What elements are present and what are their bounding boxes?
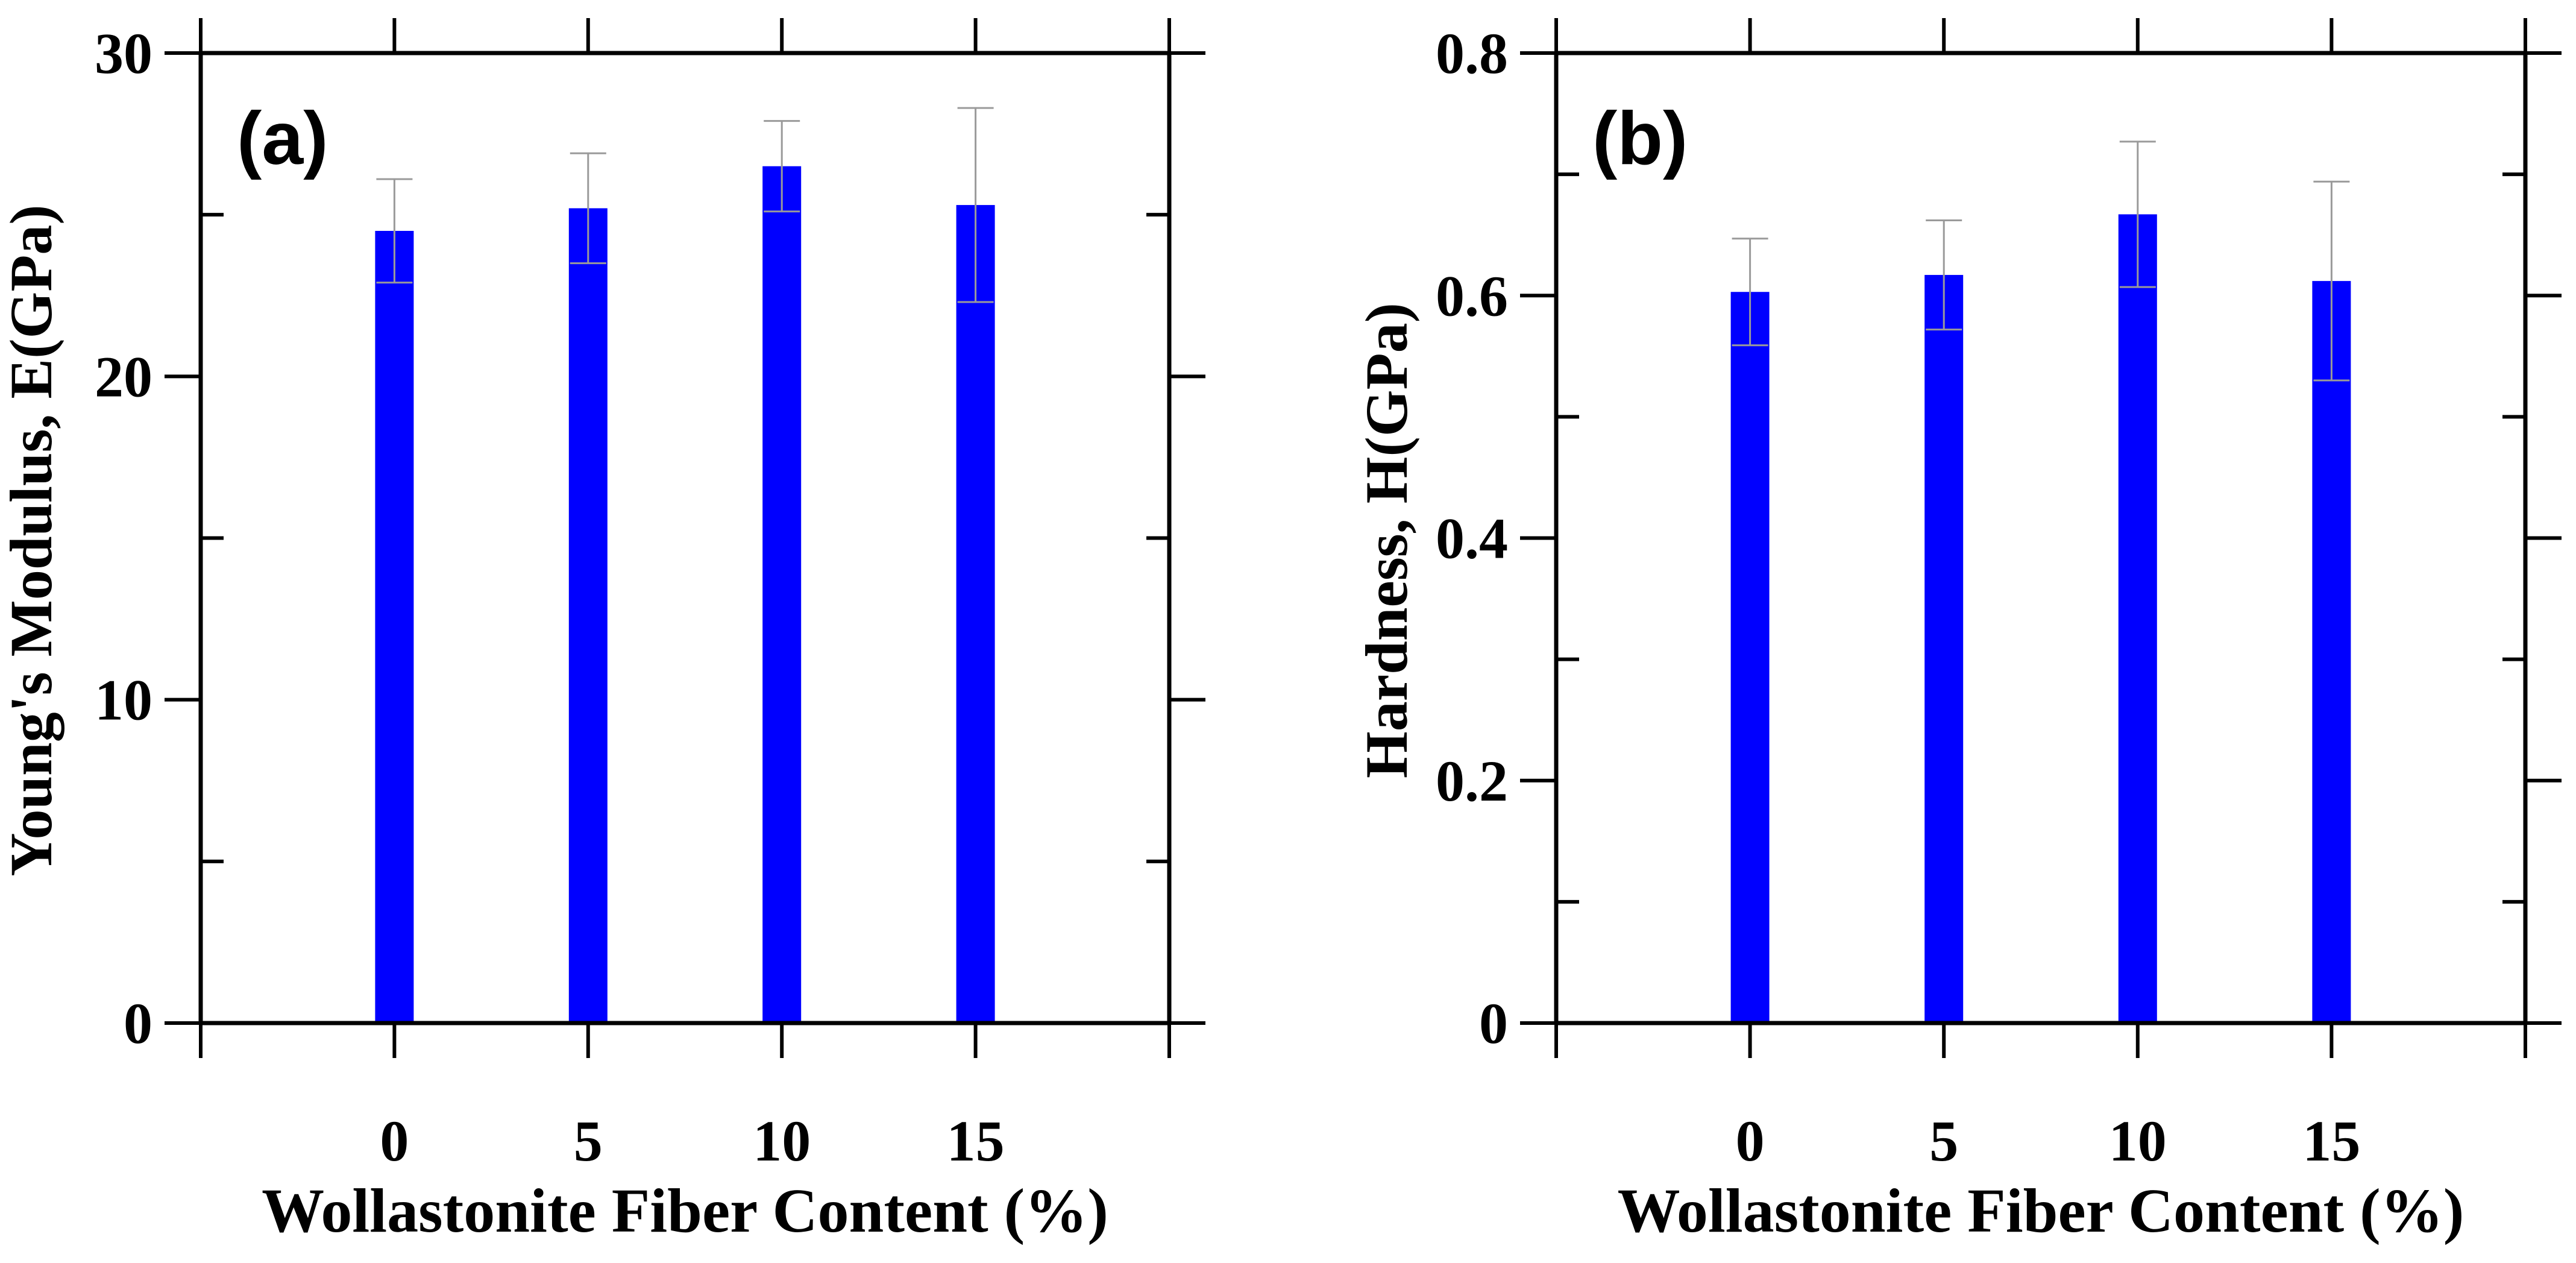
panel-a-bar-5 [568, 208, 608, 1024]
panel-b-y-tick-label: 0 [1479, 991, 1508, 1056]
panel-b-x-tick-label: 5 [1929, 1109, 1958, 1173]
panel-b-y-axis-title: Hardness, H(GPa) [1353, 303, 1420, 778]
panel-a-y-tick-label: 0 [124, 991, 152, 1056]
panel-b-error-bar-10 [2119, 140, 2156, 288]
panel-a-y-tick-label: 10 [95, 668, 152, 732]
panel-a-x-tick-label: 5 [574, 1109, 603, 1173]
panel-a-x-axis-title: Wollastonite Fiber Content (%) [262, 1176, 1108, 1246]
panel-a-x-tick-label: 10 [753, 1109, 811, 1173]
panel-b-bar-15 [2312, 281, 2351, 1023]
panel-b-x-tick-label: 15 [2302, 1109, 2360, 1173]
panel-b-y-tick-label: 0.8 [1436, 21, 1508, 86]
panel-a-y-axis-title: Young's Modulus, E(GPa) [0, 204, 64, 876]
panel-b-x-tick-label: 0 [1736, 1109, 1765, 1173]
panel-a-panel-label: (a) [237, 97, 328, 180]
panel-a-error-bar-15 [957, 107, 994, 303]
panel-a: 0 5 10 15 0 10 20 30 Wollastonite Fiber Content … [0, 18, 1205, 1246]
panel-a-error-bar-10 [764, 120, 800, 213]
panel-a-x-tick-label: 15 [947, 1109, 1005, 1173]
panel-b-x-axis-title: Wollastonite Fiber Content (%) [1618, 1176, 2464, 1246]
panel-b-bar-5 [1924, 275, 1964, 1024]
panel-b-y-tick-label: 0.4 [1436, 506, 1508, 571]
panel-b-error-bar-5 [1926, 219, 1962, 331]
panel-a-y-tick-label: 30 [95, 21, 152, 86]
panel-a-bar-0 [375, 230, 414, 1023]
panel-a-x-tick-label: 0 [380, 1109, 409, 1173]
panel-a-error-bar-5 [570, 152, 606, 265]
panel-a-error-bar-0 [376, 178, 413, 284]
panel-b-y-tick-label: 0.2 [1436, 749, 1508, 813]
panel-a-bar-10 [762, 166, 802, 1023]
panel-b-y-tick-label: 0.6 [1436, 263, 1508, 328]
panel-b: 0 5 10 15 0 0.2 0.4 0.6 0.8 Wollastonite Fiber Co… [1353, 18, 2562, 1246]
panel-b-bar-10 [2118, 214, 2157, 1024]
panel-b-x-tick-label: 10 [2109, 1109, 2167, 1173]
panel-b-panel-label: (b) [1592, 97, 1688, 180]
panel-a-bar-15 [956, 205, 995, 1023]
panel-b-error-bar-15 [2313, 180, 2350, 382]
panel-b-error-bar-0 [1732, 238, 1768, 347]
panel-b-bar-0 [1730, 292, 1770, 1023]
panel-a-y-tick-label: 20 [95, 344, 152, 409]
